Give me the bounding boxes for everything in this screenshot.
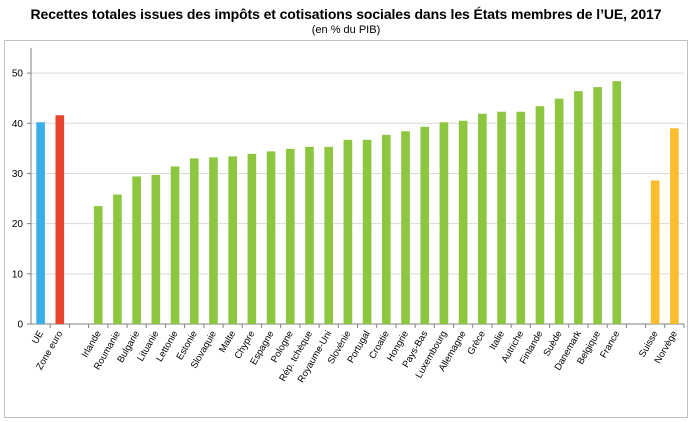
bar-france [612, 81, 622, 325]
bar-slovaquie [209, 157, 218, 324]
bar-danemark [574, 91, 583, 324]
bar-roumanie [113, 194, 122, 324]
y-tick-label: 50 [12, 69, 24, 80]
bar-suède [554, 98, 564, 324]
bar-lituanie [151, 174, 161, 324]
bar-irlande [93, 206, 103, 324]
bar-allemagne [458, 120, 468, 324]
bar-grèce [478, 113, 487, 324]
y-tick-label: 0 [17, 320, 23, 331]
bar-belgique [593, 87, 602, 324]
bar-slovénie [343, 139, 353, 324]
y-tick-label: 30 [12, 169, 24, 180]
bar-autriche [516, 111, 526, 324]
y-tick-label: 20 [12, 219, 24, 230]
bar-estonie [189, 158, 199, 324]
y-tick-label: 10 [12, 269, 24, 280]
bar-lettonie [170, 166, 180, 324]
bar-croatie [381, 134, 391, 324]
bar-bulgarie [132, 176, 141, 324]
bar-royaume-uni [324, 146, 334, 324]
x-category-label: Grèce [465, 329, 487, 357]
bar-hongrie [401, 131, 410, 324]
bar-chypre [247, 153, 257, 324]
bar-finlande [535, 106, 545, 324]
chart-title: Recettes totales issues des impôts et co… [30, 6, 662, 22]
bar-rép-tchèque [305, 146, 314, 324]
y-tick-label: 40 [12, 119, 24, 130]
bar-espagne [266, 151, 276, 324]
bar-zone-euro [55, 115, 65, 324]
bar-norvège [670, 128, 679, 324]
x-category-label: UE [30, 329, 46, 346]
chart-area-border [4, 40, 688, 418]
bar-pologne [285, 148, 295, 324]
bar-pays-bas [420, 126, 430, 324]
bar-suisse [650, 180, 660, 324]
bar-luxembourg [439, 122, 449, 324]
chart-subtitle: (en % du PIB) [311, 24, 381, 36]
bar-portugal [362, 139, 372, 324]
bar-italie [497, 111, 506, 324]
bar-ue [36, 122, 45, 324]
x-category-label: Italie [488, 329, 508, 352]
bar-malte [228, 156, 237, 324]
